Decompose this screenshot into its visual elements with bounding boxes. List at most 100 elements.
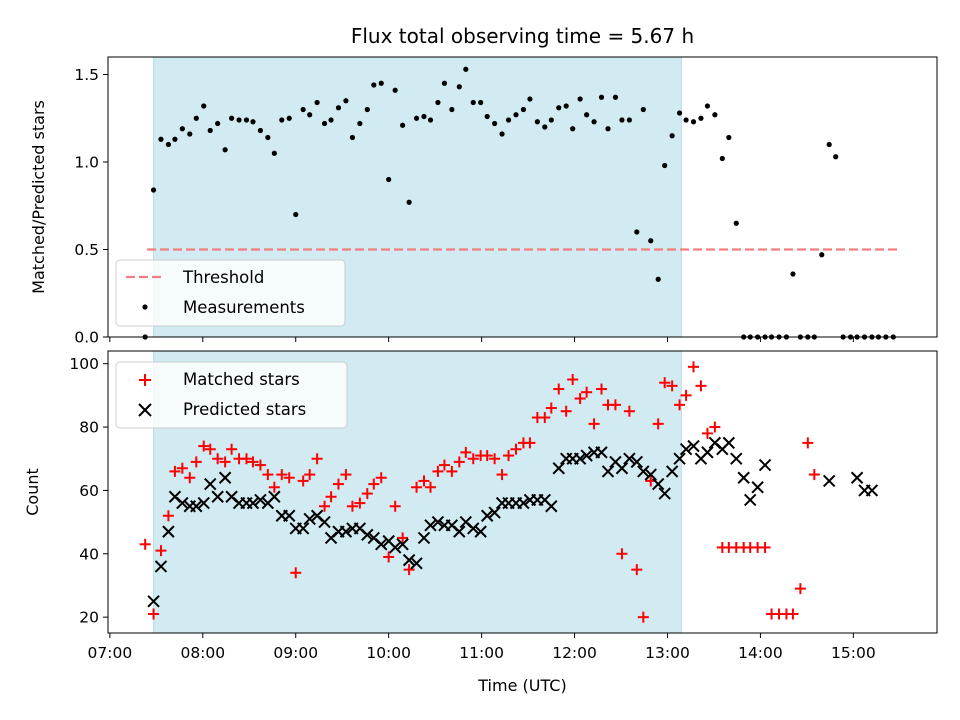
measurement-point [187,131,193,137]
predicted-star-point [268,490,281,503]
measurement-point [271,150,277,156]
measurement-point [435,99,441,106]
measurement-point [286,115,292,121]
matched-star-point [155,545,167,557]
measurement-point [563,103,569,109]
measurement-point [520,106,527,113]
predicted-star-point [388,541,402,554]
matched-star-point [340,469,352,481]
measurement-point [648,238,654,244]
predicted-star-point [431,515,445,529]
measurement-point [484,113,490,120]
measurement-point [527,96,533,102]
matched-star-point [453,456,465,468]
measurement-point [172,136,178,142]
legend-measurements-swatch [142,304,148,310]
matched-star-point [311,453,323,465]
measurement-point [612,94,619,100]
measurement-point [513,112,519,118]
measurement-point [634,229,640,235]
matched-star-point [354,497,366,509]
measurement-point [605,126,611,132]
matched-star-point [631,564,643,576]
matched-star-point [808,469,820,481]
predicted-star-point [467,522,480,535]
measurement-point [669,133,675,139]
predicted-star-point [218,471,232,484]
predicted-star-point [658,487,671,500]
measurement-point [243,117,250,123]
matched-star-point [467,453,479,465]
predicted-star-point [283,509,296,522]
predicted-star-point [254,493,267,507]
matched-star-point [574,393,586,405]
matched-star-point [319,500,331,512]
top-y-axis-label: Matched/Predicted stars [29,100,48,294]
matched-star-point [659,377,671,389]
predicted-star-point [303,512,316,526]
predicted-star-point [190,500,203,513]
matched-star-point [652,418,664,430]
predicted-star-point [644,468,657,481]
matched-star-point [609,399,621,411]
measurement-point [542,124,548,130]
measurement-point [406,199,412,205]
measurement-point [598,94,605,100]
measurement-point [257,127,264,134]
matched-star-point [139,538,151,550]
measurement-point [698,115,704,121]
measurement-point [712,112,718,118]
predicted-star-point [204,477,217,491]
matched-star-point [190,456,202,468]
bottom-legend: Matched stars Predicted stars [115,361,348,429]
measurement-point [505,117,512,123]
measurement-point [300,106,306,113]
matched-star-point [204,443,216,455]
matched-star-point [560,405,572,417]
measurement-point [640,106,646,113]
matched-star-point [688,361,700,373]
measurement-point [378,80,384,86]
measurement-point [683,117,689,123]
measurement-point [371,82,377,88]
bottom-x-tick-label: 14:00 [738,644,783,662]
predicted-star-point [417,531,431,545]
predicted-star-point [822,474,836,488]
matched-star-point [680,389,692,401]
bottom-x-tick-label: 07:00 [88,644,133,662]
matched-star-point [383,551,395,563]
predicted-star-point [637,465,650,478]
predicted-star-point [246,496,260,510]
measurement-point [279,117,285,123]
matched-star-point [332,478,344,490]
bottom-x-tick-label: 10:00 [366,644,411,662]
measurement-point [392,87,398,93]
measurement-point [726,134,732,141]
matched-star-point [169,465,181,477]
measurement-point [463,66,469,72]
measurement-point [591,119,597,125]
matched-star-point [290,567,302,579]
matched-star-point [616,548,628,560]
matched-star-point [240,453,252,465]
matched-star-point [424,481,436,493]
predicted-star-point [630,455,644,469]
measurement-point [626,117,632,123]
measurement-point [733,220,739,226]
measurement-point [456,84,462,90]
bottom-y-tick-label: 60 [79,482,99,500]
bottom-legend-box [115,361,348,429]
x-axis-label: Time (UTC) [477,676,566,695]
legend-predicted-swatch [138,403,152,417]
matched-star-point [397,532,409,544]
measurement-point [250,119,256,125]
predicted-star-point [651,477,665,491]
predicted-star-point [211,490,224,503]
bottom-y-tick-label: 100 [69,355,99,373]
measurement-point [548,117,554,123]
predicted-star-point [197,496,210,510]
measurement-point [413,115,420,121]
matched-star-point [460,446,472,458]
matched-star-point [268,481,280,493]
